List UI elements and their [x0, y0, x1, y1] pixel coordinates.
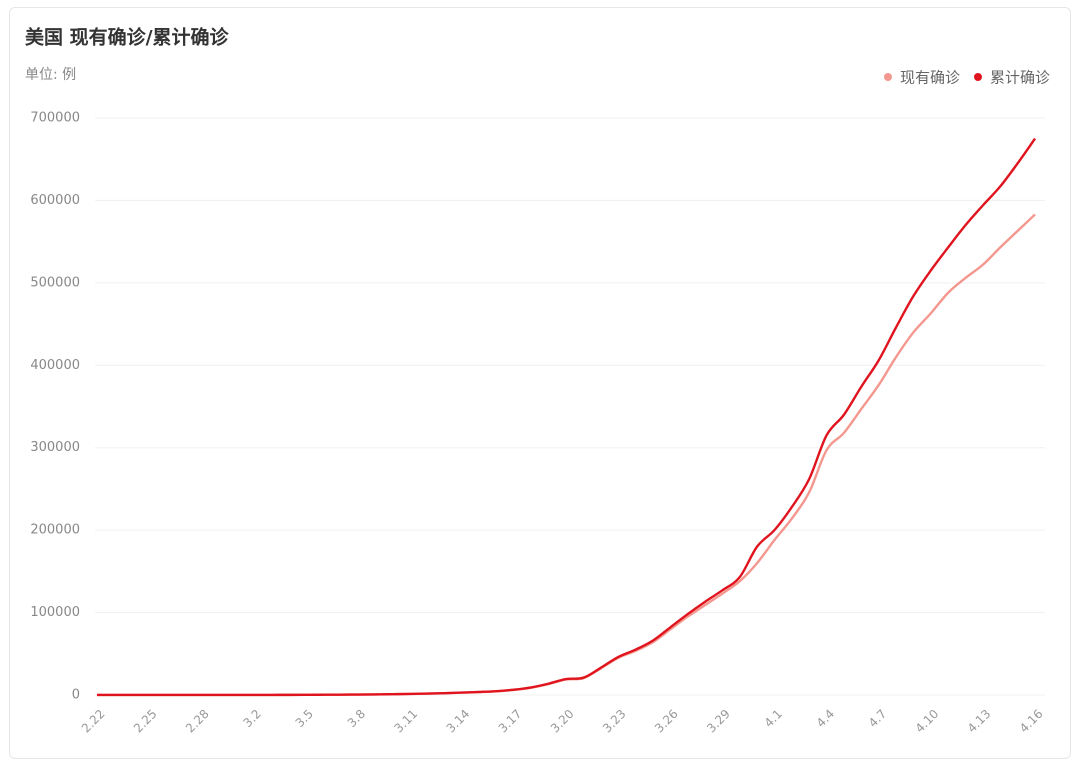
x-tick-label: 3.5: [293, 707, 316, 730]
y-tick-label: 200000: [30, 523, 80, 538]
series-line: [96, 137, 1036, 697]
y-tick-label: 400000: [30, 358, 80, 373]
y-tick-label: 500000: [30, 275, 80, 290]
x-tick-label: 2.25: [131, 707, 160, 736]
x-tick-label: 3.8: [345, 707, 368, 730]
x-tick-label: 3.23: [600, 707, 629, 736]
x-tick-label: 3.11: [391, 707, 420, 736]
legend-marker: [973, 73, 982, 81]
x-tick-label: 3.2: [241, 707, 264, 730]
x-tick-label: 3.17: [496, 707, 525, 736]
y-tick-label: 0: [72, 688, 80, 703]
y-tick-label: 100000: [30, 605, 80, 620]
x-tick-label: 4.4: [814, 707, 837, 730]
y-tick-label: 300000: [30, 440, 80, 455]
legend-marker: [883, 73, 892, 81]
x-tick-label: 4.7: [866, 707, 889, 730]
chart-title: 美国 现有确诊/累计确诊: [25, 26, 230, 49]
legend-label: 现有确诊: [900, 69, 960, 87]
legend-label: 累计确诊: [990, 69, 1050, 87]
card: [9, 7, 1071, 759]
x-tick-label: 2.22: [79, 707, 108, 736]
x-tick-label: 3.20: [548, 707, 577, 736]
x-tick-label: 4.16: [1017, 707, 1046, 736]
unit-label: 单位: 例: [25, 67, 76, 83]
series-line: [96, 213, 1036, 697]
x-tick-label: 3.14: [444, 707, 473, 736]
x-tick-label: 3.29: [704, 707, 733, 736]
x-tick-label: 4.1: [762, 707, 785, 730]
y-tick-label: 600000: [30, 193, 80, 208]
x-tick-label: 3.26: [652, 707, 681, 736]
x-tick-label: 4.13: [965, 707, 994, 736]
x-tick-label: 2.28: [183, 707, 212, 736]
x-tick-label: 4.10: [913, 707, 942, 736]
y-tick-label: 700000: [30, 111, 80, 126]
